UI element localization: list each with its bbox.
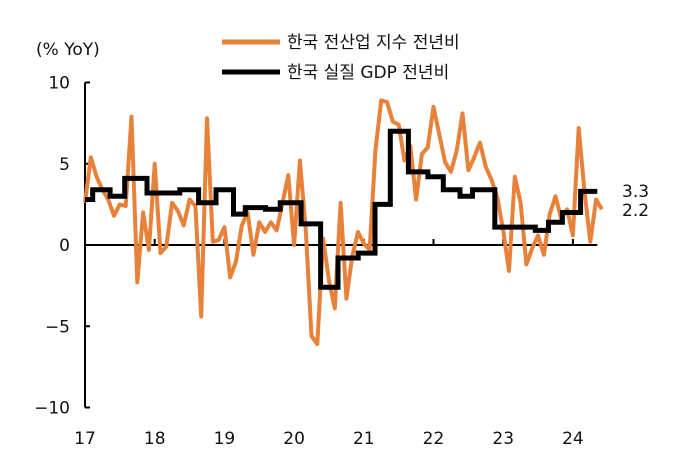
x-tick-label: 19 bbox=[214, 429, 236, 449]
legend-label-industrial: 한국 전산업 지수 전년비 bbox=[287, 33, 460, 53]
x-tick-label: 21 bbox=[353, 429, 375, 449]
x-tick-label: 24 bbox=[562, 429, 584, 449]
x-tick-label: 20 bbox=[283, 429, 305, 449]
x-tick-label: 18 bbox=[144, 429, 166, 449]
y-tick-label: 5 bbox=[59, 155, 70, 175]
y-tick-label: −10 bbox=[34, 399, 70, 419]
x-tick-label: 17 bbox=[74, 429, 96, 449]
legend-label-gdp: 한국 실질 GDP 전년비 bbox=[287, 63, 449, 83]
y-tick-label: 10 bbox=[48, 74, 70, 94]
x-tick-label: 22 bbox=[423, 429, 445, 449]
series-line-industrial-production bbox=[83, 98, 604, 347]
legend: 한국 전산업 지수 전년비 한국 실질 GDP 전년비 bbox=[222, 33, 460, 83]
plot-area bbox=[83, 98, 604, 347]
end-label-industrial: 2.2 bbox=[622, 201, 649, 221]
y-axis-label: (% YoY) bbox=[36, 40, 100, 60]
x-tick-label: 23 bbox=[492, 429, 514, 449]
series-line-real-gdp bbox=[85, 128, 598, 290]
end-label-gdp: 3.3 bbox=[622, 182, 649, 202]
y-tick-label: 0 bbox=[59, 236, 70, 256]
y-tick-label: −5 bbox=[45, 317, 70, 337]
